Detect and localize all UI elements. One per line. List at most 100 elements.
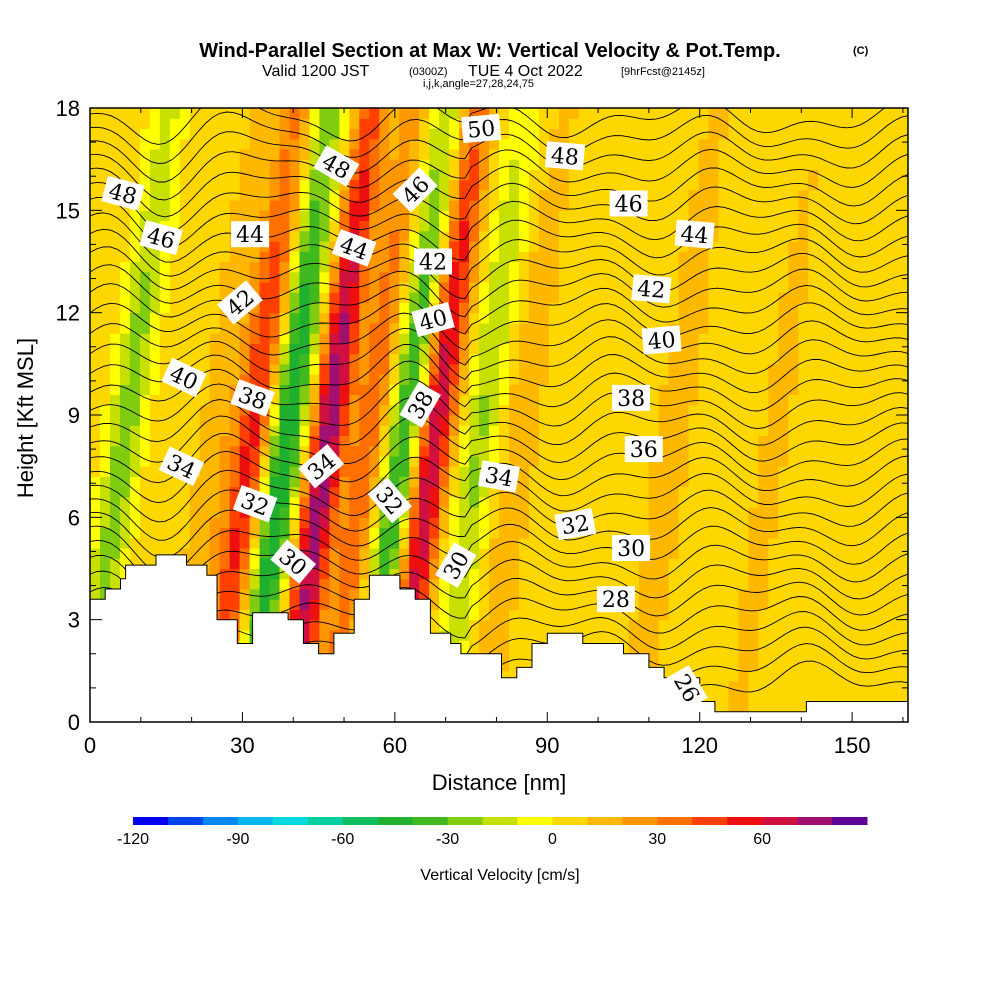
velocity-cell <box>349 148 360 160</box>
velocity-cell <box>878 353 889 365</box>
velocity-cell <box>299 384 311 396</box>
velocity-cell <box>459 496 470 508</box>
velocity-cell <box>818 159 829 170</box>
velocity-cell <box>818 384 829 396</box>
velocity-cell <box>419 496 430 508</box>
velocity-cell <box>828 128 839 140</box>
velocity-cell <box>199 527 211 539</box>
velocity-cell <box>279 108 291 119</box>
velocity-cell <box>449 466 460 477</box>
velocity-cell <box>698 640 710 651</box>
velocity-cell <box>389 476 400 488</box>
velocity-cell <box>718 189 730 201</box>
velocity-cell <box>828 118 839 129</box>
velocity-cell <box>658 425 670 436</box>
velocity-cell <box>828 384 839 396</box>
velocity-cell <box>459 210 470 222</box>
velocity-cell <box>868 271 879 283</box>
velocity-cell <box>758 261 769 273</box>
velocity-cell <box>469 517 480 529</box>
velocity-cell <box>888 169 899 181</box>
velocity-cell <box>299 261 311 273</box>
velocity-cell <box>798 118 809 129</box>
velocity-cell <box>189 148 201 160</box>
velocity-cell <box>818 640 829 651</box>
velocity-cell <box>698 312 710 324</box>
velocity-cell <box>369 363 380 375</box>
velocity-cell <box>209 343 221 355</box>
velocity-cell <box>718 251 730 263</box>
velocity-cell <box>738 333 749 344</box>
velocity-cell <box>449 333 460 344</box>
velocity-cell <box>439 292 450 303</box>
velocity-cell <box>878 322 889 334</box>
velocity-cell <box>249 548 261 559</box>
velocity-cell <box>858 548 869 559</box>
velocity-cell <box>169 415 181 426</box>
velocity-cell <box>648 476 660 488</box>
velocity-cell <box>179 210 191 222</box>
velocity-cell <box>389 128 400 140</box>
velocity-cell <box>449 599 460 610</box>
velocity-cell <box>129 148 141 160</box>
velocity-cell <box>329 578 340 590</box>
velocity-cell <box>90 527 101 539</box>
velocity-cell <box>698 578 710 590</box>
velocity-cell <box>199 282 211 293</box>
velocity-cell <box>229 200 241 211</box>
velocity-cell <box>538 159 550 170</box>
velocity-cell <box>738 681 749 692</box>
velocity-cell <box>898 271 908 283</box>
velocity-cell <box>818 486 829 498</box>
velocity-cell <box>648 507 660 518</box>
velocity-cell <box>179 333 191 344</box>
velocity-cell <box>868 394 879 406</box>
velocity-cell <box>329 548 340 559</box>
velocity-cell <box>668 118 680 129</box>
velocity-cell <box>778 128 789 140</box>
velocity-cell <box>588 210 600 222</box>
velocity-cell <box>329 200 340 211</box>
velocity-cell <box>329 363 340 375</box>
velocity-cell <box>888 650 899 662</box>
velocity-cell <box>209 108 221 119</box>
velocity-cell <box>718 292 730 303</box>
velocity-cell <box>668 363 680 375</box>
velocity-cell <box>828 302 839 314</box>
velocity-cell <box>738 302 749 314</box>
velocity-cell <box>439 619 450 631</box>
velocity-cell <box>409 425 420 436</box>
velocity-cell <box>808 108 819 119</box>
velocity-cell <box>838 261 849 273</box>
velocity-cell <box>898 404 908 416</box>
velocity-cell <box>668 394 680 406</box>
velocity-cell <box>449 384 460 396</box>
velocity-cell <box>538 118 550 129</box>
velocity-cell <box>678 394 690 406</box>
velocity-cell <box>519 568 530 580</box>
velocity-cell <box>409 507 420 518</box>
velocity-cell <box>319 404 330 416</box>
velocity-cell <box>159 343 171 355</box>
velocity-cell <box>249 445 261 457</box>
velocity-cell <box>888 363 899 375</box>
velocity-cell <box>439 589 450 600</box>
velocity-cell <box>828 292 839 303</box>
velocity-cell <box>259 200 271 211</box>
velocity-cell <box>538 261 550 273</box>
velocity-cell <box>439 435 450 447</box>
velocity-cell <box>528 343 540 355</box>
velocity-cell <box>519 108 530 119</box>
velocity-cell <box>509 241 520 252</box>
velocity-cell <box>808 118 819 129</box>
velocity-cell <box>638 629 650 641</box>
velocity-cell <box>688 589 700 600</box>
velocity-cell <box>528 118 540 129</box>
velocity-cell <box>379 108 390 119</box>
velocity-cell <box>648 169 660 181</box>
velocity-cell <box>668 527 680 539</box>
velocity-cell <box>848 343 859 355</box>
velocity-cell <box>778 568 789 580</box>
velocity-cell <box>718 210 730 222</box>
velocity-cell <box>219 118 231 129</box>
